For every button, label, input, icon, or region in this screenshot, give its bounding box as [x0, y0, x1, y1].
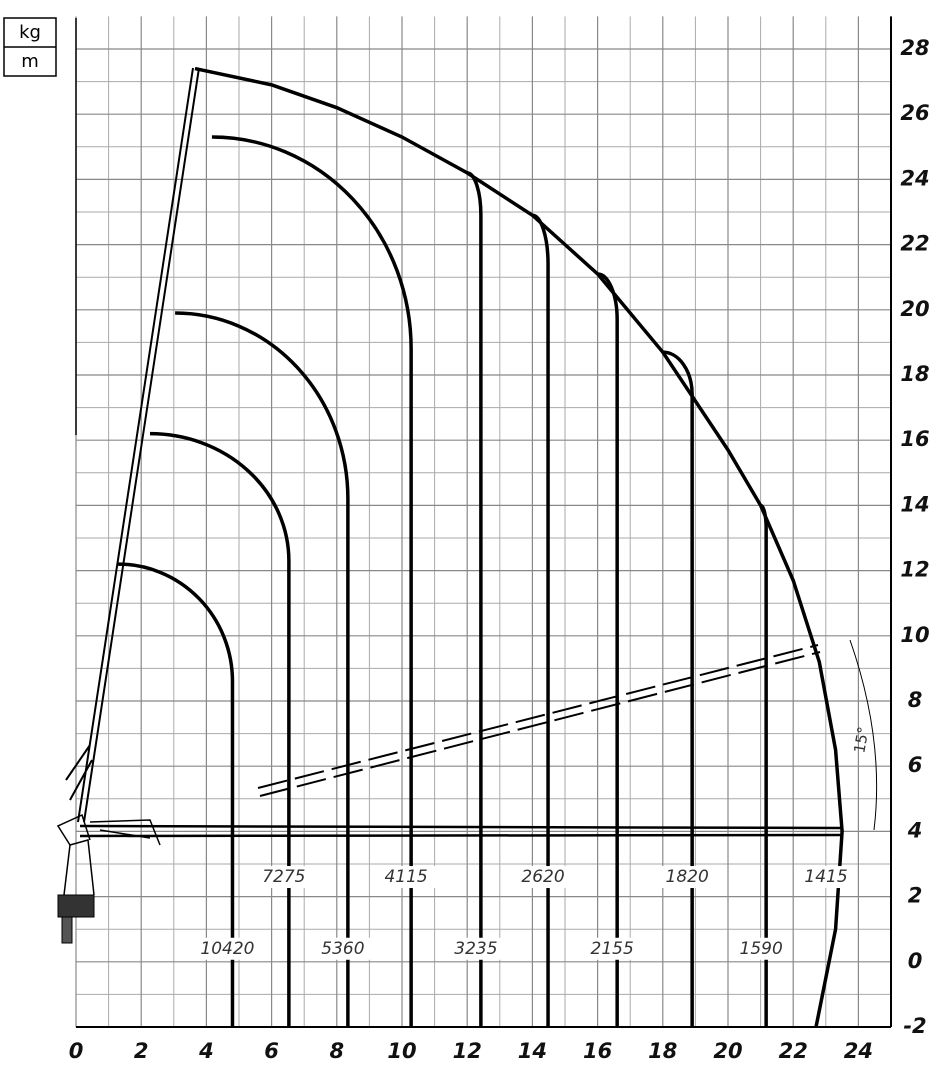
zone-label-bg: [376, 866, 437, 889]
envelope-curve: [194, 66, 844, 1028]
zone-label: 10420: [200, 939, 254, 959]
inclined-boom: [257, 644, 821, 797]
y-tick-label: 18: [900, 362, 929, 386]
units-top: kg: [19, 22, 41, 43]
x-tick-label: 6: [264, 1039, 279, 1063]
load-curve: [597, 272, 619, 1027]
curves: 10420 7275 5360 4115 3235 2620 2155 1820 1590 141…: [118, 66, 857, 1028]
load-curve: [466, 171, 483, 1027]
units-box: kg m: [3, 17, 57, 77]
zone-label: 1820: [666, 867, 709, 887]
y-tick-label: 8: [908, 688, 923, 712]
x-tick-label: 16: [583, 1039, 612, 1063]
zone-label-bg: [445, 937, 506, 960]
y-tick-label: -2: [903, 1014, 926, 1038]
y-tick-label: 16: [900, 427, 929, 451]
x-tick-label: 14: [518, 1039, 547, 1063]
horizontal-boom: [79, 824, 843, 838]
y-tick-label: 2: [908, 884, 923, 908]
zone-label-bg: [312, 937, 373, 960]
crane-column: [56, 813, 95, 896]
x-tick-label: 22: [779, 1039, 808, 1063]
x-tick-label: 0: [69, 1039, 84, 1063]
zone-label: 2155: [591, 939, 634, 959]
y-tick-label: 14: [900, 492, 929, 516]
x-tick-label: 20: [713, 1039, 742, 1063]
x-tick-label: 8: [329, 1039, 344, 1063]
y-tick-label: 28: [900, 36, 929, 60]
crane-leg: [61, 916, 73, 944]
zone-label: 4115: [384, 867, 427, 887]
zone-label: 1415: [804, 867, 847, 887]
load-curve: [662, 350, 694, 1027]
crane: 15°: [56, 67, 878, 944]
y-tick-label: 22: [900, 232, 929, 256]
zone-label: 2620: [521, 867, 564, 887]
angle-arc: [849, 639, 878, 831]
zone-label: 3235: [454, 939, 497, 959]
grid: [75, 16, 892, 1028]
zone-label-bg: [197, 937, 258, 960]
zone-label: 1590: [740, 939, 783, 959]
zone-label-bg: [657, 866, 718, 889]
load-curve: [532, 213, 550, 1027]
load-curve: [150, 431, 291, 1027]
zone-label-bg: [796, 866, 857, 889]
boom-joint: [89, 819, 161, 846]
x-tick-label: 18: [648, 1039, 677, 1063]
y-tick-label: 12: [900, 558, 929, 582]
x-tick-label: 10: [387, 1039, 416, 1063]
y-tick-label: 20: [900, 297, 929, 321]
zone-label-bg: [731, 937, 792, 960]
load-curve: [175, 311, 350, 1027]
y-tick-label: 0: [908, 949, 923, 973]
zone-label-bg: [253, 866, 314, 889]
y-tick-label: 10: [900, 623, 929, 647]
main-boom: [65, 67, 200, 823]
crane-base: [57, 894, 95, 918]
units-bottom: m: [21, 51, 39, 72]
x-tick-label: 24: [844, 1039, 873, 1063]
zone-label: 5360: [321, 939, 364, 959]
y-tick-label: 4: [907, 818, 923, 842]
x-tick-label: 12: [453, 1039, 482, 1063]
x-tick-label: 2: [134, 1039, 149, 1063]
y-tick-label: 26: [900, 101, 929, 125]
zone-label: 7275: [262, 867, 305, 887]
load-curve: [211, 135, 413, 1027]
x-tick-label: 4: [198, 1039, 214, 1063]
y-tick-label: 6: [908, 753, 923, 777]
angle-label: 15°: [850, 725, 872, 754]
y-tick-label: 24: [900, 166, 929, 190]
zone-label-bg: [582, 937, 643, 960]
load-curve: [118, 562, 235, 1027]
zone-label-bg: [513, 866, 574, 889]
